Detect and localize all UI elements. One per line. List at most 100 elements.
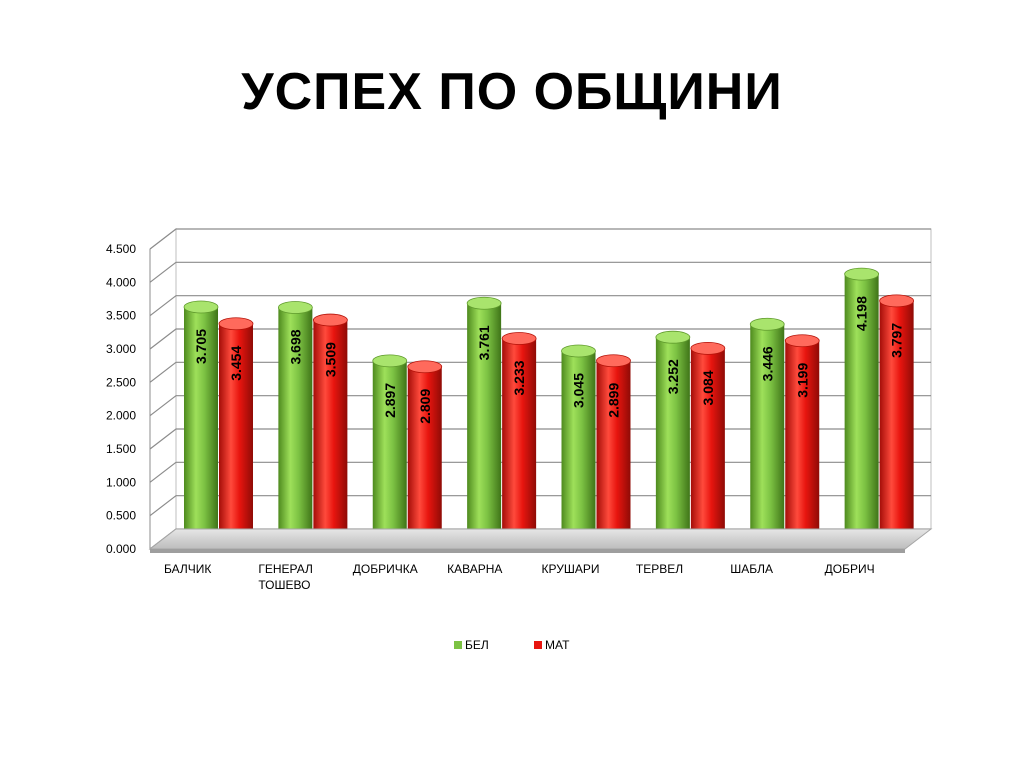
bar-body [655, 337, 690, 544]
bar-bel-3: 3.761 [466, 296, 502, 544]
bar-body [879, 300, 914, 544]
bar-top [844, 267, 880, 281]
bar-body [313, 320, 348, 544]
data-label: 3.454 [228, 346, 244, 381]
legend-item-mat: МАТ [534, 638, 569, 652]
bar-body [844, 274, 879, 544]
bar-mat-7: 3.797 [879, 294, 915, 544]
y-tick-label: 0.000 [106, 542, 136, 556]
bar-mat-0: 3.454 [218, 317, 254, 544]
x-tick-label: КРУШАРИ [542, 562, 600, 576]
y-tick-label: 0.500 [106, 509, 136, 523]
bar-body [219, 323, 253, 544]
bar-body [502, 338, 537, 544]
legend-label-bel: БЕЛ [465, 638, 489, 652]
gridline [149, 228, 931, 250]
bar-top [784, 334, 820, 348]
x-tick-label: ГЕНЕРАЛ ТОШЕВО [258, 562, 313, 592]
bar-body [596, 360, 631, 544]
x-axis: БАЛЧИК ГЕНЕРАЛ ТОШЕВО ДОБРИЧКА КАВАРНА КРУШАР… [164, 562, 875, 592]
bar-body [184, 307, 218, 544]
y-tick-label: 2.500 [106, 375, 136, 389]
x-tick-label: ДОБРИЧКА [353, 562, 418, 576]
bar-body [690, 348, 725, 544]
data-label: 3.045 [571, 373, 587, 408]
x-tick-label: КАВАРНА [447, 562, 502, 576]
chart-floor [148, 528, 933, 553]
bar-top [183, 300, 219, 314]
data-label: 2.897 [382, 383, 398, 418]
legend-item-bel: БЕЛ [454, 638, 489, 652]
y-tick-label: 1.500 [106, 442, 136, 456]
x-tick-label: ДОБРИЧ [825, 562, 875, 576]
bar-top [277, 301, 313, 314]
bar-top [312, 313, 348, 327]
data-label: 2.899 [606, 383, 622, 418]
data-label: 2.809 [417, 389, 433, 424]
page-title: УСПЕХ ПО ОБЩИНИ [241, 63, 783, 121]
gridline [149, 261, 931, 283]
bar-mat-6: 3.199 [784, 334, 820, 544]
bar-top [372, 354, 408, 368]
bar-bel-6: 3.446 [749, 317, 785, 544]
bar-bel-2: 2.897 [372, 354, 408, 544]
legend-swatch-mat [534, 641, 542, 649]
bar-top [596, 354, 631, 368]
bar-body [561, 351, 596, 544]
legend: БЕЛ МАТ [0, 638, 1024, 658]
bar-top [655, 330, 691, 344]
data-label: 3.252 [665, 359, 681, 394]
data-label: 3.509 [322, 342, 338, 377]
data-label: 3.761 [476, 325, 492, 360]
data-label: 3.233 [511, 360, 527, 395]
data-label: 3.446 [759, 346, 775, 381]
side-wall [149, 227, 177, 551]
floor-top [148, 528, 933, 550]
x-tick-label: ШАБЛА [730, 562, 773, 576]
bar-body [750, 324, 785, 544]
bar-top [561, 344, 596, 358]
gridline [149, 295, 931, 317]
y-tick-label: 3.000 [106, 342, 136, 356]
y-tick-label: 1.000 [106, 475, 136, 489]
bar-top [749, 317, 785, 331]
gridline [149, 328, 931, 350]
floor-edge [150, 549, 905, 553]
bar-body [372, 360, 407, 544]
bar-top [218, 317, 254, 331]
bar-mat-4: 2.899 [596, 354, 631, 544]
bar-body [467, 303, 502, 544]
bar-bel-0: 3.705 [183, 300, 219, 544]
data-label: 4.198 [854, 296, 870, 331]
data-label: 3.698 [287, 329, 303, 364]
bar-body [407, 366, 442, 544]
data-label: 3.199 [794, 363, 810, 398]
legend-swatch-bel [454, 641, 462, 649]
bar-top [466, 296, 502, 310]
y-tick-label: 2.000 [106, 409, 136, 423]
bar-mat-5: 3.084 [690, 341, 726, 544]
bar-bel-4: 3.045 [561, 344, 596, 544]
y-tick-label: 3.500 [106, 309, 136, 323]
data-label: 3.705 [193, 329, 209, 364]
bar-bel-1: 3.698 [277, 301, 313, 544]
bar-bel-7: 4.198 [844, 267, 880, 544]
data-label: 3.797 [889, 323, 905, 358]
bar-mat-2: 2.809 [407, 360, 443, 544]
bar-top [501, 332, 537, 345]
y-axis: 0.000 0.500 1.000 1.500 2.000 2.500 3.000 3.500… [106, 242, 151, 556]
x-tick-label: ТЕРВЕЛ [636, 562, 683, 576]
y-tick-label: 4.500 [106, 242, 136, 256]
bar-body [278, 307, 313, 544]
bar-body [785, 340, 820, 544]
bar-top [879, 294, 915, 308]
bar-bel-5: 3.252 [655, 330, 691, 544]
bar-top [407, 360, 443, 374]
legend-label-mat: МАТ [545, 638, 570, 652]
bar-top [690, 341, 726, 355]
x-tick-label: БАЛЧИК [164, 562, 211, 576]
bars: 3.705 3.454 3.698 3.509 2.897 2.809 3.761 3.233… [183, 267, 915, 544]
bar-mat-3: 3.233 [501, 332, 537, 544]
data-label: 3.084 [700, 370, 716, 405]
